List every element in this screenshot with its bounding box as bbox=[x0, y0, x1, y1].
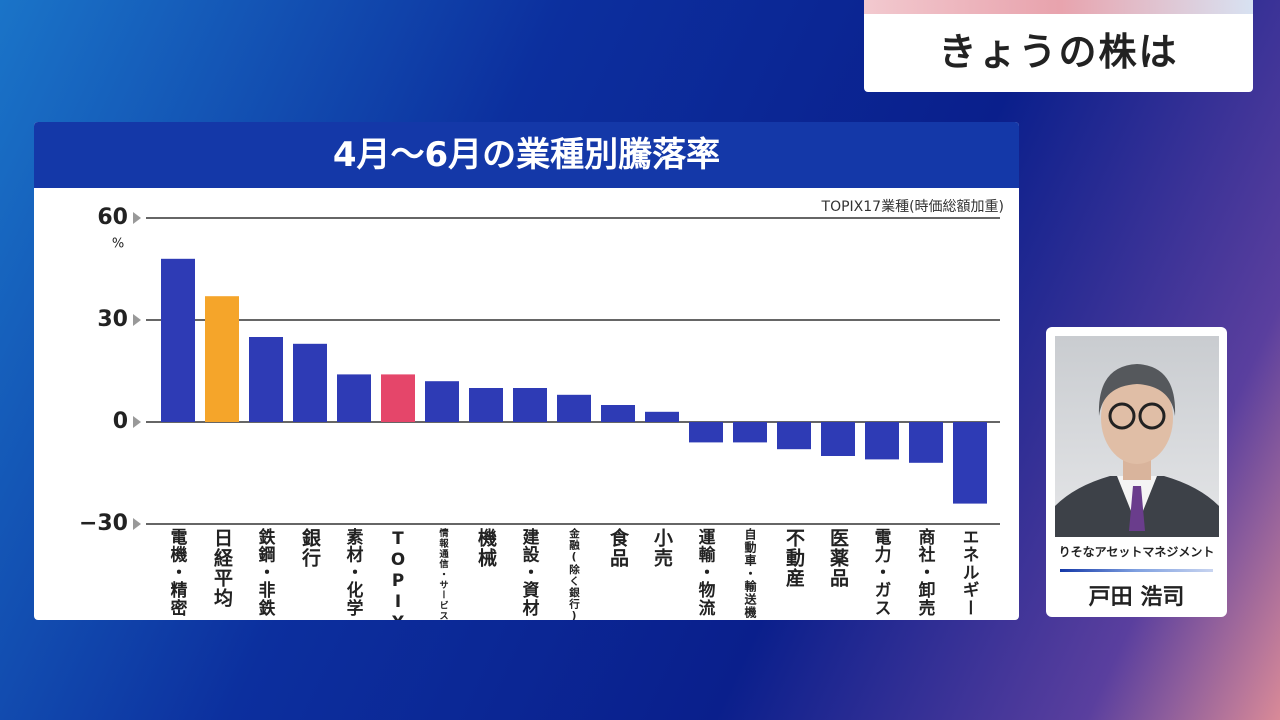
program-title: きょうの株は bbox=[938, 30, 1179, 74]
chart-subtitle: TOPIX17業種(時価総額加重) bbox=[821, 199, 1004, 215]
bar bbox=[557, 394, 591, 422]
bar bbox=[821, 422, 855, 456]
x-tick-label: 建設・資材 bbox=[520, 528, 540, 617]
tie bbox=[1129, 486, 1145, 531]
photo-illustration bbox=[1055, 364, 1219, 537]
x-tick-label: エネルギー bbox=[960, 528, 980, 617]
x-tick-label: 電力・ガス bbox=[872, 528, 892, 617]
guest-company: りそなアセットマネジメント bbox=[1058, 545, 1215, 559]
tick-mark bbox=[133, 518, 141, 530]
bar bbox=[513, 388, 547, 422]
x-tick-label: 食品 bbox=[607, 528, 629, 568]
chart: TOPIX17業種(時価総額加重) % −30 0 30 60 bbox=[79, 199, 1004, 536]
tick-mark bbox=[133, 212, 141, 224]
x-tick-label: 電機・精密 bbox=[168, 528, 188, 617]
bar bbox=[249, 337, 283, 422]
name-divider bbox=[1060, 569, 1213, 572]
x-tick-label: 鉄鋼・非鉄 bbox=[256, 528, 276, 617]
x-tick-label: 小売 bbox=[651, 528, 673, 568]
bar bbox=[205, 296, 239, 422]
bar bbox=[909, 422, 943, 463]
guest-name: 戸田 浩司 bbox=[1088, 585, 1185, 610]
x-tick-label: 金融(除く銀行) bbox=[568, 528, 580, 620]
bar bbox=[161, 258, 195, 422]
x-tick-label: 情報通信・サービス bbox=[437, 528, 448, 620]
title-stripe bbox=[864, 0, 1253, 14]
x-tick-label: 銀行 bbox=[299, 528, 321, 568]
x-tick-label: 素材・化学 bbox=[344, 528, 364, 617]
x-tick-label: 医薬品 bbox=[827, 528, 849, 588]
x-tick-label: 自動車・輸送機 bbox=[743, 528, 757, 619]
guest-photo bbox=[1055, 336, 1219, 537]
y-tick-label: 60 bbox=[97, 205, 128, 230]
x-tick-label: 機械 bbox=[475, 528, 497, 568]
bar bbox=[777, 422, 811, 450]
tick-mark bbox=[133, 314, 141, 326]
x-tick-label: TOPIX bbox=[388, 528, 408, 620]
y-tick-label: 0 bbox=[113, 409, 128, 434]
bar bbox=[865, 422, 899, 460]
bar bbox=[381, 374, 415, 422]
chart-title: 4月～6月の業種別騰落率 bbox=[34, 122, 1019, 188]
face bbox=[1101, 372, 1173, 464]
bar bbox=[293, 343, 327, 422]
bar bbox=[689, 422, 723, 443]
tick-mark bbox=[133, 416, 141, 428]
x-tick-label: 運輸・物流 bbox=[696, 528, 716, 617]
x-tick-label: 商社・卸売 bbox=[916, 528, 936, 617]
glasses-left bbox=[1108, 402, 1136, 430]
y-tick-label: −30 bbox=[79, 511, 128, 536]
bar bbox=[601, 405, 635, 422]
y-unit: % bbox=[112, 237, 124, 252]
glasses-right bbox=[1138, 402, 1166, 430]
bar bbox=[469, 388, 503, 422]
bar bbox=[953, 422, 987, 504]
bar bbox=[645, 411, 679, 422]
bar bbox=[733, 422, 767, 443]
y-tick-label: 30 bbox=[97, 307, 128, 332]
title-box: きょうの株は bbox=[864, 0, 1253, 92]
x-tick-label: 不動産 bbox=[783, 528, 805, 588]
guest-panel: りそなアセットマネジメント 戸田 浩司 bbox=[1046, 327, 1227, 617]
hair bbox=[1098, 364, 1176, 416]
bar bbox=[425, 381, 459, 422]
x-tick-label: 日経平均 bbox=[211, 528, 233, 608]
bar bbox=[337, 374, 371, 422]
chart-panel: 4月～6月の業種別騰落率 TOPIX17業種(時価総額加重) % −30 0 30 6… bbox=[34, 122, 1019, 620]
